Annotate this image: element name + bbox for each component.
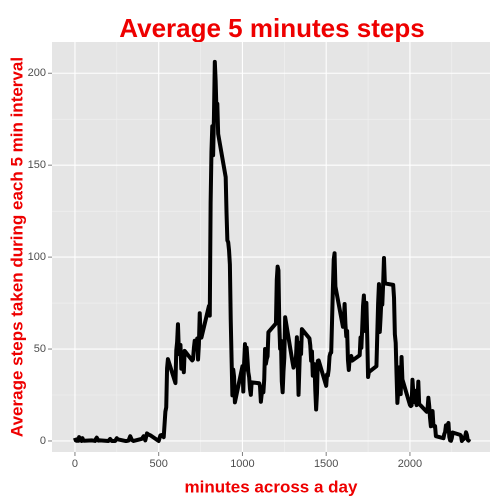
y-tick-label: 100 (28, 251, 46, 263)
x-tick-label: 500 (150, 458, 168, 470)
chart-title: Average 5 minutes steps (119, 13, 424, 43)
y-tick-label: 200 (28, 67, 46, 79)
x-tick-label: 1000 (230, 458, 254, 470)
y-tick-label: 0 (40, 435, 46, 447)
y-axis-label: Average steps taken during each 5 min in… (7, 57, 26, 437)
x-tick-label: 2000 (398, 458, 422, 470)
x-tick-label: 0 (72, 458, 78, 470)
data-line (73, 59, 472, 443)
x-tick-label: 1500 (314, 458, 338, 470)
x-axis-label: minutes across a day (185, 477, 358, 496)
y-tick-label: 150 (28, 159, 46, 171)
y-tick-label: 50 (34, 343, 46, 355)
plot-background (52, 42, 490, 452)
